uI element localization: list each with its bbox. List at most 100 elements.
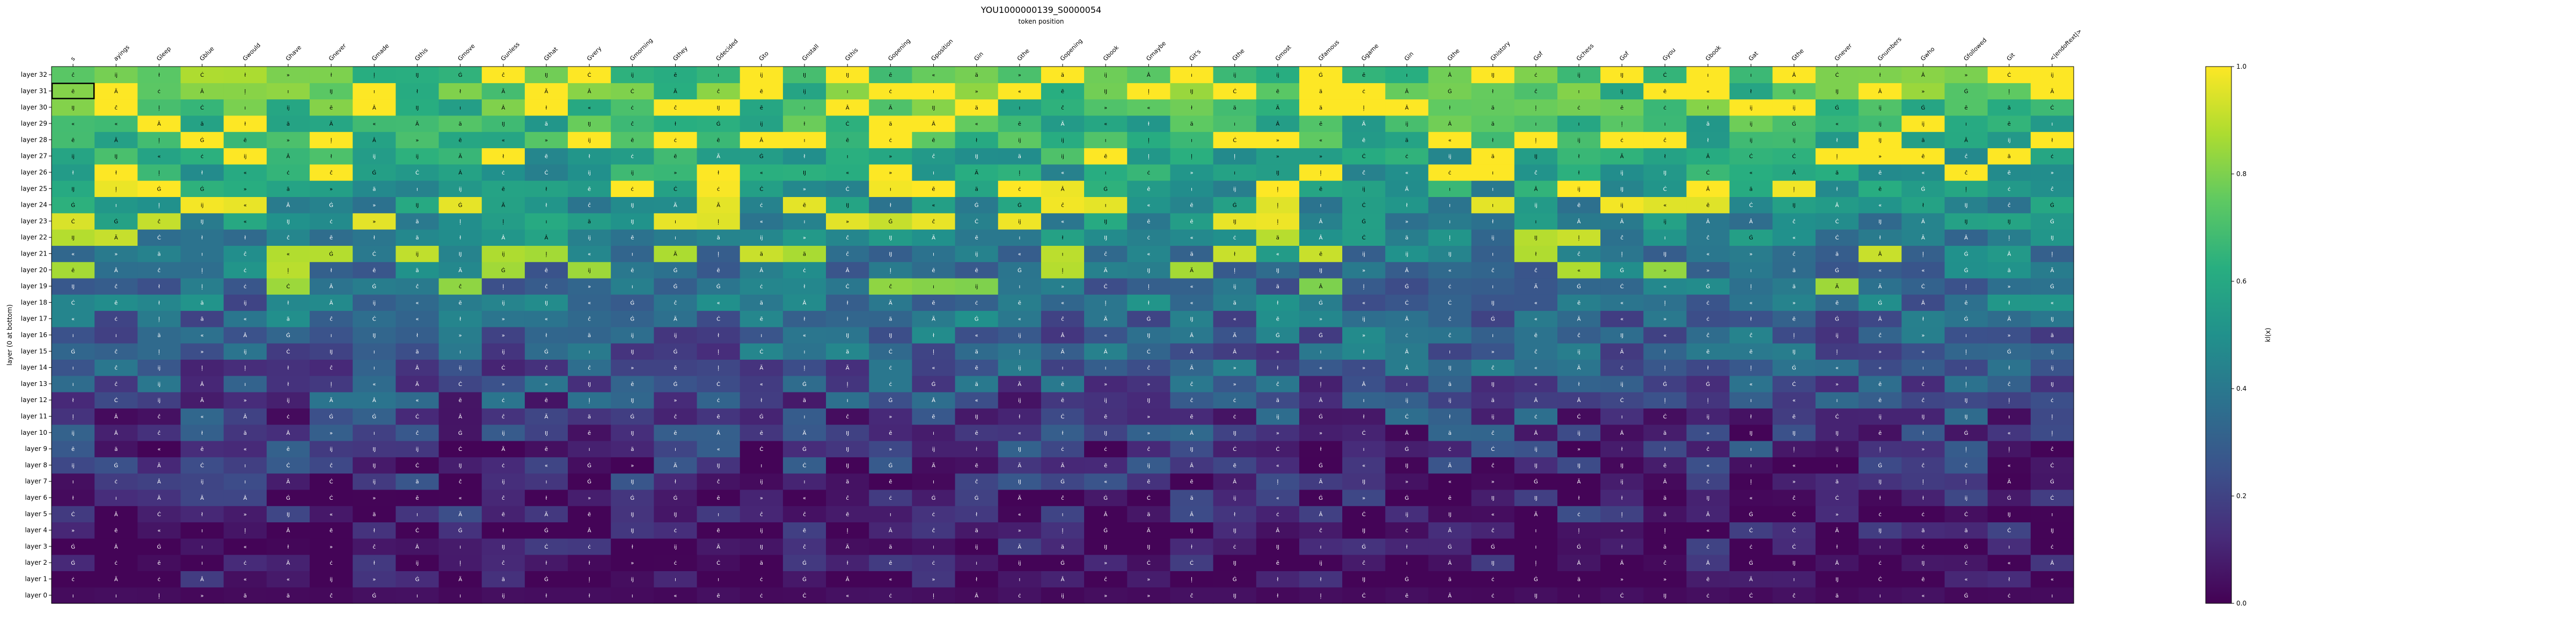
cell-token-label: ı bbox=[1922, 366, 1924, 371]
cell-token-label: ı bbox=[1105, 366, 1107, 371]
cell-token-label: ļ bbox=[890, 268, 891, 274]
cell-token-label: « bbox=[1233, 317, 1236, 323]
cell-token-label: Ä bbox=[157, 462, 161, 469]
cell-token-label: Ċ bbox=[1878, 576, 1882, 583]
cell-token-label: Ġ bbox=[1404, 446, 1409, 453]
cell-token-label: ē bbox=[244, 137, 247, 143]
cell-token-label: » bbox=[1706, 431, 1709, 436]
cell-token-label: ä bbox=[1835, 251, 1839, 257]
cell-token-label: ł bbox=[1707, 366, 1709, 371]
cell-token-label: ē bbox=[71, 268, 75, 274]
cell-token-label: Ĳ bbox=[545, 72, 548, 78]
cell-token-label: ł bbox=[288, 544, 289, 550]
cell-token-label: « bbox=[1663, 284, 1666, 290]
cell-token-label: ļ bbox=[2052, 251, 2053, 257]
cell-token-label: ä bbox=[889, 317, 892, 323]
cell-token-label: ļ bbox=[2052, 414, 2053, 420]
cell-token-label: ĉ bbox=[1190, 397, 1194, 404]
cell-token-label: » bbox=[201, 349, 204, 355]
cell-token-label: Â bbox=[415, 543, 419, 550]
cell-token-label: Ĳ bbox=[932, 105, 935, 111]
cell-token-label: Â bbox=[114, 429, 118, 436]
cell-token-label: ċ bbox=[1534, 414, 1538, 420]
cell-token-label: ē bbox=[1750, 349, 1753, 355]
cell-token-label: ē bbox=[545, 398, 548, 404]
cell-token-label: ı bbox=[416, 512, 418, 517]
cell-token-label: ł bbox=[546, 105, 547, 111]
cell-token-label: ä bbox=[975, 382, 978, 388]
cell-token-label: Ċ bbox=[2050, 104, 2054, 111]
cell-token-label: ē bbox=[1319, 121, 1322, 127]
cell-token-label: Ĳ bbox=[415, 203, 419, 209]
cell-token-label: ĉ bbox=[588, 316, 591, 323]
cell-token-label: « bbox=[114, 121, 118, 127]
cell-token-label: ē bbox=[889, 72, 892, 78]
cell-token-label: Â bbox=[1405, 429, 1409, 436]
cell-token-label: Â bbox=[759, 267, 763, 274]
x-tick-label: Gin bbox=[973, 50, 985, 62]
cell-token-label: Â bbox=[1706, 510, 1710, 517]
cell-token-label: ĉ bbox=[71, 72, 75, 78]
x-tick-label: Gleep bbox=[155, 45, 172, 62]
cell-token-label: ċ bbox=[1362, 89, 1365, 94]
cell-token-label: « bbox=[1104, 333, 1107, 339]
cell-token-label: » bbox=[502, 382, 505, 388]
cell-token-label: Â bbox=[1405, 87, 1409, 94]
cell-token-label: ł bbox=[1191, 544, 1192, 550]
cell-token-label: ı bbox=[374, 366, 375, 371]
cell-token-label: ļ bbox=[158, 105, 160, 111]
cell-token-label: Ġ bbox=[71, 348, 75, 355]
cell-token-label: ĳ bbox=[1061, 154, 1064, 160]
cell-token-label: Â bbox=[1233, 348, 1236, 355]
cell-token-label: ĳ bbox=[631, 577, 634, 583]
cell-token-label: ı bbox=[459, 349, 461, 355]
cell-token-label: Ĳ bbox=[2008, 219, 2011, 225]
cell-token-label: Ġ bbox=[630, 413, 634, 420]
cell-token-label: Ĳ bbox=[287, 512, 290, 517]
cell-token-label: ċ bbox=[1878, 512, 1882, 517]
cell-token-label: Ġ bbox=[114, 462, 118, 469]
cell-token-label: ł bbox=[2051, 137, 2053, 143]
cell-token-label: ı bbox=[2052, 512, 2053, 517]
cell-token-label: Ġ bbox=[458, 202, 463, 209]
y-tick-label: layer 18 bbox=[21, 298, 47, 306]
cell-token-label: ı bbox=[459, 593, 461, 599]
cell-token-label: ı bbox=[1019, 284, 1020, 290]
cell-token-label: ļ bbox=[1922, 251, 1924, 257]
cell-token-label: Ĳ bbox=[631, 512, 634, 517]
cell-token-label: ı bbox=[72, 593, 74, 599]
cell-token-label: Ġ bbox=[329, 202, 333, 209]
cell-token-label: ĳ bbox=[1878, 414, 1882, 420]
cell-token-label: ł bbox=[1578, 382, 1580, 388]
cell-token-label: » bbox=[1104, 105, 1107, 111]
cell-token-label: ĳ bbox=[1319, 560, 1322, 566]
cell-token-label: ļ bbox=[1148, 89, 1150, 94]
cell-token-label: Ä bbox=[716, 202, 720, 209]
cell-token-label: ē bbox=[71, 89, 75, 94]
cell-token-label: » bbox=[1921, 89, 1924, 94]
cell-token-label: Ä bbox=[932, 234, 935, 241]
cell-token-label: Â bbox=[1620, 218, 1624, 225]
cell-token-label: ĳ bbox=[1276, 72, 1279, 78]
cell-token-label: Ċ bbox=[1104, 283, 1108, 290]
cell-token-label: ĳ bbox=[1018, 137, 1021, 143]
cell-token-label: ä bbox=[1061, 544, 1064, 550]
cell-token-label: ä bbox=[1319, 89, 1322, 94]
cell-token-label: ĉ bbox=[760, 511, 763, 517]
cell-token-label: ċ bbox=[889, 382, 892, 388]
cell-token-label: ļ bbox=[1965, 382, 1967, 388]
cell-token-label: « bbox=[287, 251, 290, 257]
cell-token-label: ı bbox=[675, 219, 676, 225]
cell-token-label: ı bbox=[933, 251, 934, 257]
cell-token-label: ĳ bbox=[1792, 137, 1796, 143]
cell-token-label: » bbox=[846, 219, 849, 225]
cell-token-label: ĳ bbox=[760, 235, 763, 241]
cell-token-label: Ġ bbox=[1878, 462, 1882, 469]
cell-token-label: ļ bbox=[1621, 251, 1623, 257]
cell-token-label: Â bbox=[1448, 592, 1452, 599]
cell-token-label: Â bbox=[1061, 185, 1065, 192]
cell-token-label: ı bbox=[374, 89, 375, 94]
cell-token-label: Ġ bbox=[1362, 218, 1366, 225]
cell-token-label: ĳ bbox=[1406, 121, 1409, 127]
cell-token-label: ļ bbox=[1664, 398, 1666, 404]
